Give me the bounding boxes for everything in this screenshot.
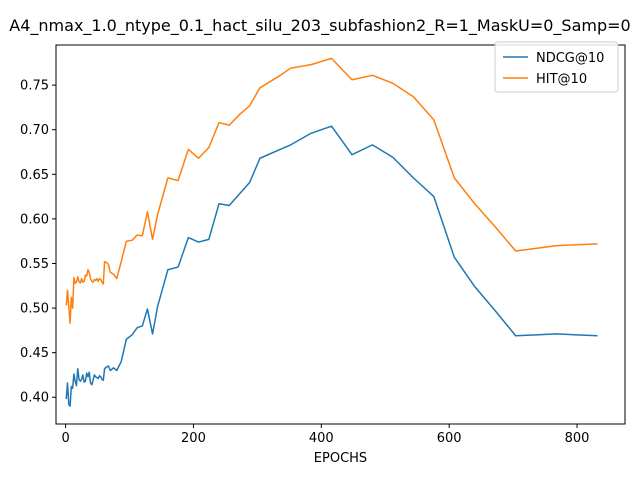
series-line-1 bbox=[65, 125, 598, 407]
legend-entry-label: HIT@10 bbox=[536, 72, 587, 87]
chart-title: A4_nmax_1.0_ntype_0.1_hact_silu_203_subf… bbox=[9, 16, 630, 36]
legend: NDCG@10 HIT@10 bbox=[494, 41, 619, 93]
x-tick-label: 400 bbox=[309, 431, 334, 446]
x-tick-label: 200 bbox=[181, 431, 206, 446]
y-axis-ticks: 0.40 0.45 0.50 0.55 0.60 0.65 0.70 0.75 bbox=[20, 79, 56, 406]
legend-entry-label: NDCG@10 bbox=[536, 51, 604, 66]
y-tick-label: 0.75 bbox=[20, 79, 49, 94]
x-tick-label: 600 bbox=[437, 431, 462, 446]
y-tick-label: 0.40 bbox=[20, 391, 49, 406]
legend-box bbox=[494, 41, 619, 93]
y-tick-label: 0.65 bbox=[20, 168, 49, 183]
plot-frame bbox=[55, 44, 626, 425]
plot-lines bbox=[65, 57, 598, 407]
y-tick-label: 0.55 bbox=[20, 257, 49, 272]
series-line-2 bbox=[65, 57, 598, 324]
x-tick-label: 800 bbox=[565, 431, 590, 446]
y-tick-label: 0.45 bbox=[20, 346, 49, 361]
y-tick-label: 0.70 bbox=[20, 123, 49, 138]
x-axis-ticks: 0 200 400 600 800 bbox=[61, 424, 589, 446]
y-tick-label: 0.50 bbox=[20, 302, 49, 317]
x-axis-label: EPOCHS bbox=[314, 451, 367, 466]
x-tick-label: 0 bbox=[61, 431, 69, 446]
y-tick-label: 0.60 bbox=[20, 212, 49, 227]
